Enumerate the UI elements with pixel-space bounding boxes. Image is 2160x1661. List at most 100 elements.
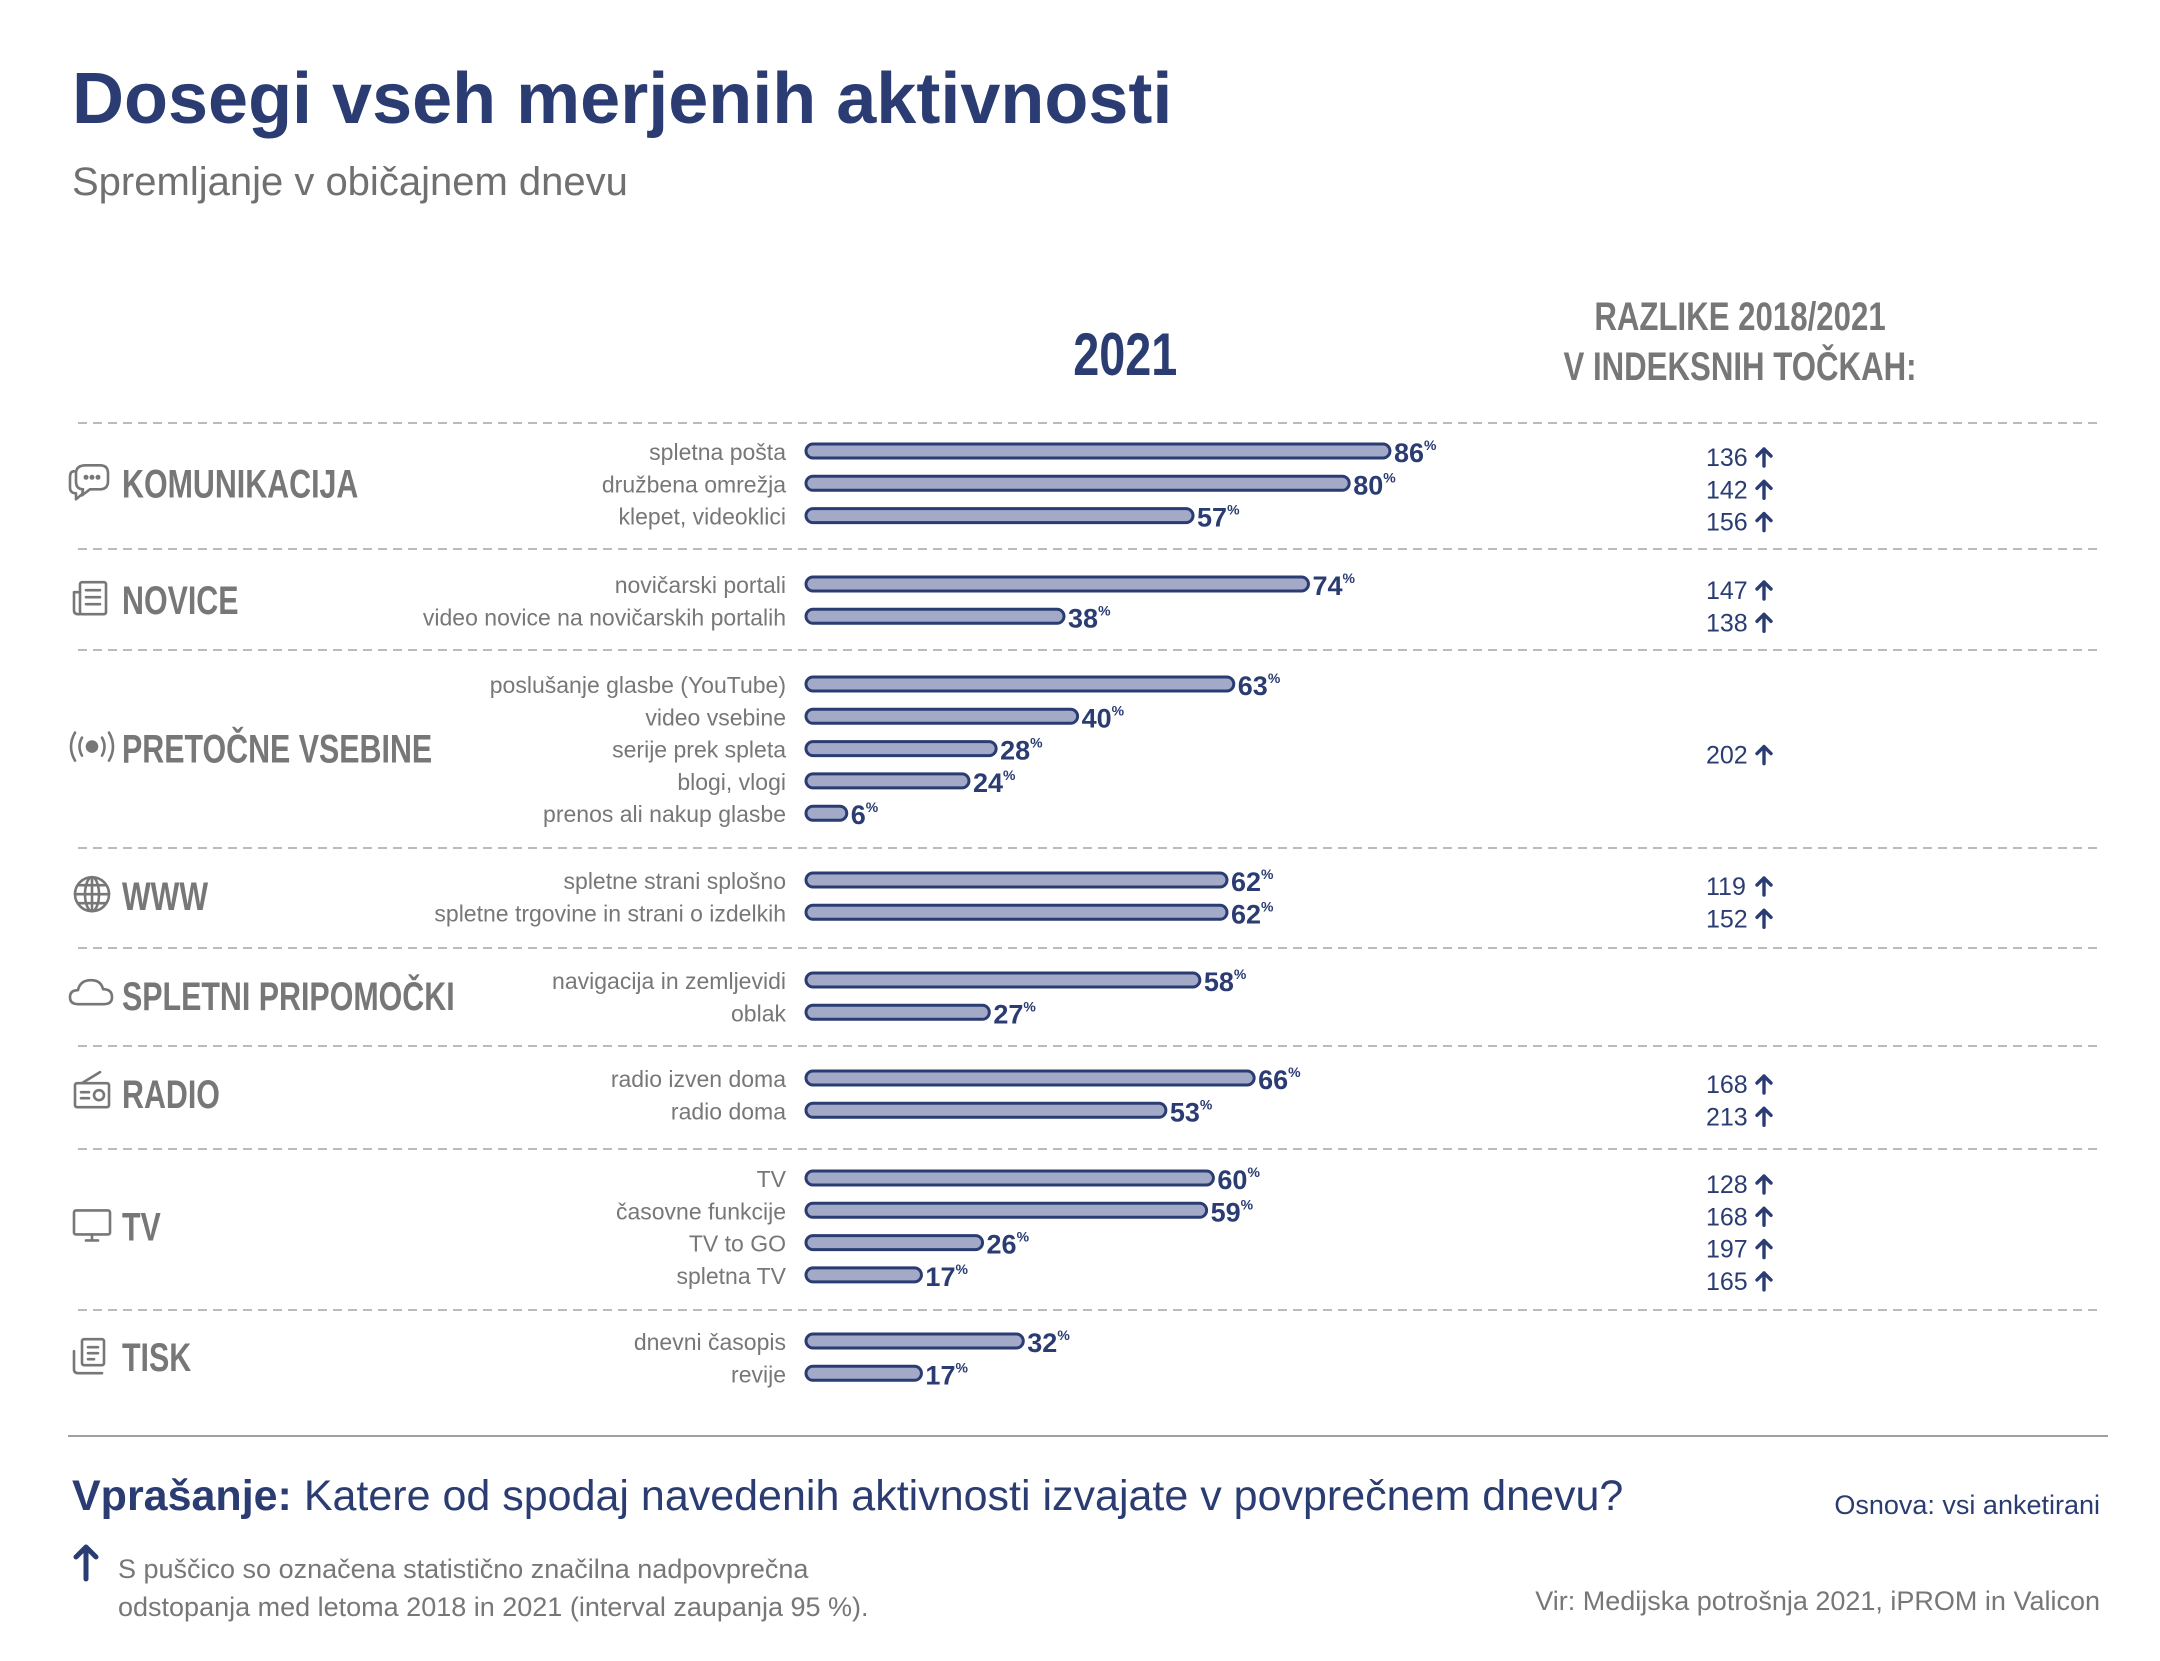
base-note: Osnova: vsi anketirani bbox=[1834, 1490, 2100, 1520]
diff-header-line1: RAZLIKE 2018/2021 bbox=[1594, 295, 1886, 339]
category-label: video vsebine bbox=[645, 704, 786, 730]
bar bbox=[804, 971, 1202, 989]
arrow-up-icon bbox=[1755, 1074, 1773, 1095]
bar bbox=[804, 1234, 985, 1252]
value-label: 40% bbox=[1082, 702, 1125, 733]
group-label: WWW bbox=[122, 874, 208, 919]
arrow-up-icon bbox=[1755, 580, 1773, 601]
bar bbox=[804, 871, 1229, 889]
value-label: 38% bbox=[1068, 602, 1111, 633]
value-label: 6% bbox=[851, 799, 879, 830]
group-label: TISK bbox=[122, 1335, 192, 1380]
value-label: 60% bbox=[1217, 1164, 1260, 1195]
arrow-up-icon bbox=[1755, 1206, 1773, 1228]
value-label: 59% bbox=[1211, 1196, 1254, 1227]
index-value: 197 bbox=[1706, 1236, 1748, 1264]
bar bbox=[804, 772, 971, 790]
arrow-up-icon bbox=[1755, 511, 1773, 533]
value-label: 17% bbox=[925, 1359, 968, 1390]
footnote-line2: odstopanja med letoma 2018 in 2021 (inte… bbox=[118, 1592, 869, 1622]
index-value: 152 bbox=[1706, 905, 1748, 933]
bar bbox=[804, 675, 1236, 693]
bar bbox=[804, 575, 1310, 593]
diff-header: RAZLIKE 2018/2021 V INDEKSNIH TOČKAH: bbox=[1553, 292, 1927, 392]
arrow-up-icon bbox=[1755, 1106, 1773, 1128]
value-label: 27% bbox=[993, 998, 1036, 1029]
index-value: 119 bbox=[1706, 873, 1746, 901]
group-label: PRETOČNE VSEBINE bbox=[122, 727, 432, 772]
index-value: 136 bbox=[1706, 444, 1748, 472]
broadcast-icon bbox=[69, 731, 115, 762]
newspaper-icon bbox=[72, 580, 108, 616]
bar bbox=[804, 1201, 1209, 1219]
value-label: 32% bbox=[1027, 1327, 1070, 1358]
category-label: poslušanje glasbe (YouTube) bbox=[490, 672, 786, 698]
value-label: 17% bbox=[925, 1261, 968, 1292]
bar bbox=[804, 1364, 923, 1382]
bar bbox=[804, 442, 1392, 460]
arrow-up-icon bbox=[1755, 876, 1773, 897]
bar bbox=[804, 903, 1229, 921]
globe-icon bbox=[73, 875, 111, 913]
category-label: serije prek spleta bbox=[612, 737, 786, 763]
page-subtitle: Spremljanje v običajnem dnevu bbox=[72, 160, 628, 204]
index-value: 168 bbox=[1706, 1203, 1748, 1231]
category-label: novičarski portali bbox=[615, 572, 786, 598]
bar bbox=[804, 1003, 991, 1021]
category-label: klepet, videoklici bbox=[619, 504, 786, 530]
category-label: oblak bbox=[731, 1000, 786, 1026]
category-label: blogi, vlogi bbox=[677, 769, 786, 795]
category-label: revije bbox=[731, 1361, 786, 1387]
radio-icon bbox=[73, 1070, 111, 1109]
question-label: Vprašanje: bbox=[72, 1472, 292, 1520]
bar bbox=[804, 507, 1195, 525]
chat-icon bbox=[68, 463, 110, 501]
index-value: 213 bbox=[1706, 1103, 1748, 1131]
footer-divider bbox=[68, 1435, 2108, 1437]
arrow-up-icon bbox=[1755, 1174, 1773, 1195]
category-label: spletne trgovine in strani o izdelkih bbox=[434, 900, 786, 926]
print-icon bbox=[72, 1337, 106, 1375]
value-label: 66% bbox=[1258, 1064, 1301, 1095]
index-value: 168 bbox=[1706, 1071, 1748, 1099]
bar bbox=[804, 1069, 1256, 1087]
index-value: 138 bbox=[1706, 609, 1748, 637]
bar bbox=[804, 740, 998, 758]
year-header: 2021 bbox=[1073, 321, 1178, 388]
category-label: video novice na novičarskih portalih bbox=[423, 604, 786, 630]
footnote: S puščico so označena statistično značil… bbox=[118, 1550, 1018, 1626]
index-value: 165 bbox=[1706, 1268, 1748, 1296]
category-label: TV to GO bbox=[689, 1231, 786, 1257]
category-label: spletna TV bbox=[676, 1263, 786, 1289]
value-label: 80% bbox=[1353, 469, 1396, 500]
footnote-line1: S puščico so označena statistično značil… bbox=[118, 1554, 809, 1584]
value-label: 62% bbox=[1231, 898, 1274, 929]
category-label: spletne strani splošno bbox=[564, 868, 786, 894]
arrow-up-icon bbox=[73, 1544, 99, 1582]
source-note: Vir: Medijska potrošnja 2021, iPROM in V… bbox=[1535, 1586, 2100, 1616]
arrow-up-icon bbox=[1755, 447, 1773, 468]
bar-chart: KOMUNIKACIJA spletna pošta 86% 136 družbena … bbox=[68, 422, 2100, 1390]
value-label: 28% bbox=[1000, 735, 1043, 766]
bar bbox=[804, 804, 849, 822]
group-label: TV bbox=[122, 1204, 161, 1249]
category-label: spletna pošta bbox=[649, 439, 786, 465]
arrow-up-icon bbox=[1755, 479, 1773, 500]
bar bbox=[804, 607, 1066, 625]
index-value: 142 bbox=[1706, 476, 1748, 504]
arrow-up-icon bbox=[1755, 908, 1773, 929]
bar bbox=[804, 1332, 1025, 1350]
category-label: družbena omrežja bbox=[602, 471, 786, 497]
category-label: navigacija in zemljevidi bbox=[552, 968, 786, 994]
page-title: Dosegi vseh merjenih aktivnosti bbox=[72, 59, 1173, 139]
arrow-up-icon bbox=[1755, 1271, 1773, 1292]
index-value: 128 bbox=[1706, 1171, 1748, 1199]
value-label: 57% bbox=[1197, 502, 1240, 533]
bar bbox=[804, 1101, 1168, 1119]
value-label: 53% bbox=[1170, 1096, 1213, 1127]
category-label: prenos ali nakup glasbe bbox=[543, 801, 786, 827]
category-label: dnevni časopis bbox=[634, 1329, 786, 1355]
group-label: SPLETNI PRIPOMOČKI bbox=[122, 974, 455, 1019]
category-label: radio doma bbox=[671, 1098, 786, 1124]
index-value: 156 bbox=[1706, 509, 1748, 537]
